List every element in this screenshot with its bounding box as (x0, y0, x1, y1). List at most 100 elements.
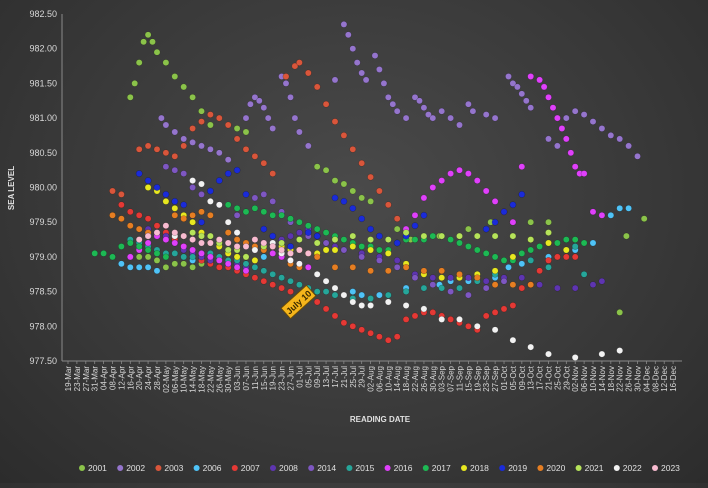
data-point-2007 (251, 274, 259, 282)
data-point-2001 (545, 218, 552, 226)
data-point-2021 (367, 236, 374, 243)
data-point-2017 (153, 250, 161, 257)
data-point-2001 (340, 180, 348, 188)
data-point-2003 (376, 187, 383, 195)
x-tick-label: 19-Jun (269, 366, 278, 390)
x-tick-label: 15-Sep (464, 365, 473, 391)
data-point-2003 (393, 215, 401, 223)
x-tick-label: 26-May (215, 366, 224, 393)
x-tick-label: 10-Nov (589, 366, 598, 392)
data-point-2014 (189, 184, 196, 191)
data-point-2002 (522, 97, 530, 105)
legend-marker-2023 (652, 465, 658, 471)
data-point-2020 (126, 222, 134, 230)
data-point-2002 (562, 114, 570, 122)
data-point-2008 (482, 277, 490, 285)
data-point-2006 (607, 211, 615, 219)
x-tick-label: 12-Dec (660, 366, 669, 392)
data-point-2017 (224, 201, 232, 209)
data-point-2017 (482, 250, 490, 257)
data-point-2019 (340, 198, 348, 205)
data-point-2019 (509, 201, 517, 209)
x-tick-label: 19-Sep (473, 365, 482, 391)
data-point-2016 (438, 177, 446, 184)
data-point-2006 (376, 291, 383, 299)
data-point-2015 (171, 250, 179, 257)
legend-marker-2020 (537, 465, 544, 471)
data-point-2007 (358, 326, 366, 334)
data-point-2021 (224, 246, 232, 254)
x-tick-label: 07-Sep (447, 365, 456, 391)
data-point-2017 (233, 204, 241, 212)
x-tick-label: 09-Jul (313, 366, 322, 388)
data-point-2016 (567, 149, 575, 157)
data-point-2023 (162, 222, 170, 230)
data-point-2016 (144, 239, 152, 247)
data-point-2008 (465, 274, 472, 282)
data-point-2018 (162, 198, 170, 205)
data-point-2002 (438, 107, 446, 115)
data-point-2019 (358, 215, 366, 223)
data-point-2020 (233, 236, 241, 243)
x-tick-label: 26-Nov (625, 366, 634, 392)
legend-label-2016: 2016 (394, 463, 413, 473)
data-point-2015 (251, 263, 259, 271)
data-point-2002 (420, 104, 428, 112)
data-point-2002 (518, 90, 526, 98)
data-point-2003 (224, 121, 232, 129)
annotation-july-10: July 10 (280, 284, 317, 320)
data-point-2003 (322, 100, 330, 108)
data-point-2003 (251, 152, 259, 160)
data-point-2015 (402, 288, 410, 295)
data-point-2016 (456, 166, 463, 174)
data-point-2014 (500, 277, 508, 285)
data-point-2017 (135, 243, 143, 250)
data-point-2023 (224, 239, 232, 247)
data-point-2003 (135, 145, 143, 153)
data-point-2022 (367, 302, 374, 309)
data-point-2021 (545, 229, 552, 236)
data-point-2019 (313, 232, 321, 240)
data-point-2022 (349, 298, 357, 306)
y-tick-label: 982.50 (29, 9, 57, 19)
data-point-2022 (287, 257, 294, 264)
data-point-2002 (527, 104, 535, 112)
data-point-2020 (207, 211, 214, 219)
data-point-2002 (634, 152, 641, 160)
data-point-2022 (189, 177, 196, 184)
data-point-2017 (518, 250, 526, 257)
data-point-2020 (313, 253, 321, 261)
data-point-2023 (198, 239, 205, 247)
data-point-2020 (367, 267, 374, 275)
data-point-2023 (287, 250, 294, 257)
data-point-2001 (131, 80, 139, 87)
data-point-2022 (456, 316, 463, 323)
data-point-2008 (296, 229, 303, 236)
data-point-2006 (625, 204, 632, 212)
data-point-2016 (580, 170, 588, 177)
data-point-2020 (527, 281, 535, 289)
data-point-2002 (304, 142, 312, 150)
data-point-2008 (447, 274, 454, 282)
data-point-2001 (207, 121, 214, 129)
y-tick-label: 979.50 (29, 217, 57, 227)
legend-label-2008: 2008 (279, 463, 298, 473)
legend-label-2021: 2021 (585, 463, 604, 473)
data-point-2019 (491, 218, 499, 226)
y-tick-label: 980.00 (29, 183, 57, 193)
data-point-2017 (491, 253, 499, 261)
data-point-2014 (482, 284, 490, 292)
legend-marker-2015 (346, 465, 353, 471)
data-point-2018 (562, 246, 570, 254)
data-point-2022 (509, 336, 517, 344)
data-point-2001 (623, 232, 630, 240)
legend-marker-2018 (461, 465, 467, 471)
data-point-2002 (598, 125, 606, 132)
y-axis-title: SEA LEVEL (7, 166, 16, 210)
data-point-2015 (331, 291, 339, 299)
data-point-2018 (171, 204, 179, 212)
data-point-2001 (135, 59, 143, 66)
legend-marker-2008 (270, 465, 276, 471)
legend-label-2014: 2014 (317, 463, 336, 473)
